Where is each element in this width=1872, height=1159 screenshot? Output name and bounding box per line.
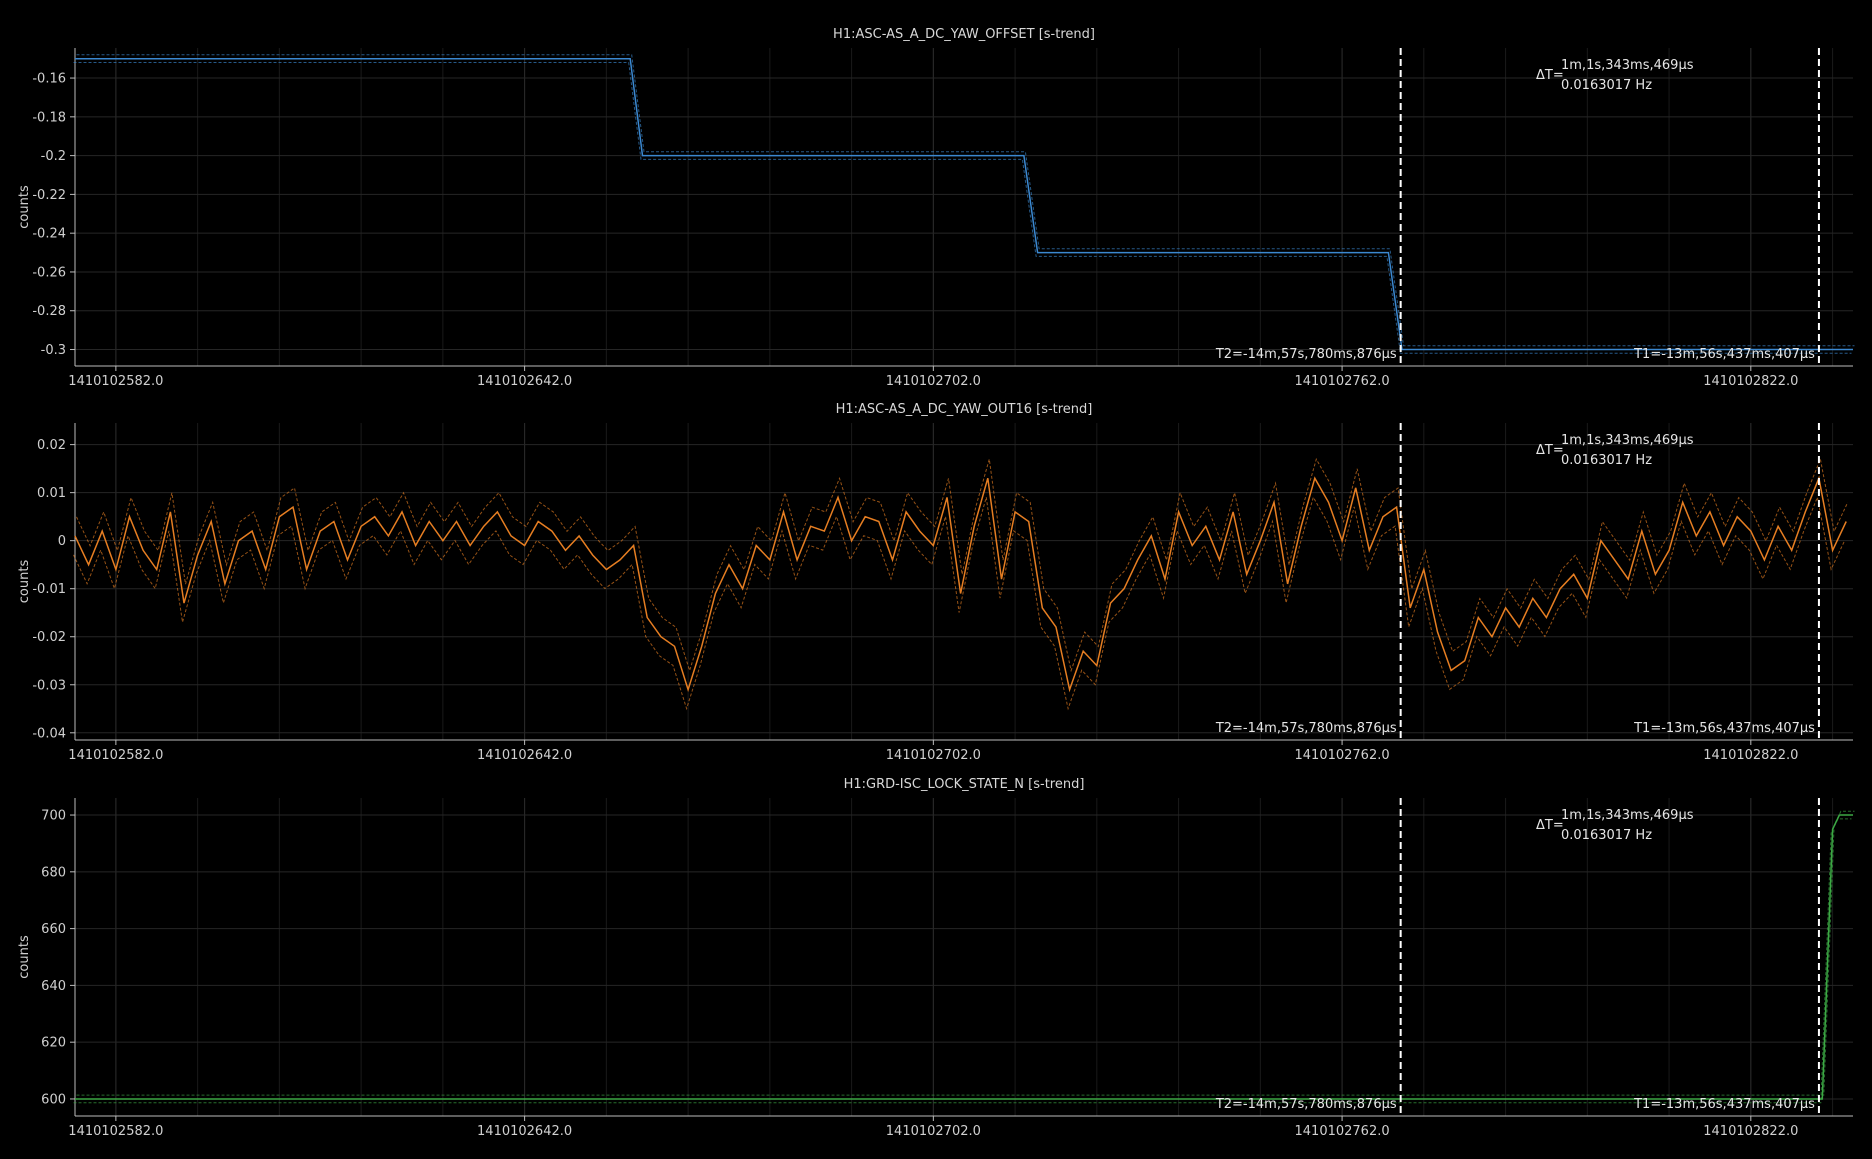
plot-title: H1:GRD-ISC_LOCK_STATE_N [s-trend] xyxy=(844,777,1085,792)
x-tick-label: 1410102642.0 xyxy=(477,374,572,389)
delta-t-prefix: ΔT= xyxy=(1536,818,1564,833)
series-mean-line xyxy=(74,475,1847,693)
x-tick-label: 1410102702.0 xyxy=(886,374,981,389)
plot-panel-1: H1:ASC-AS_A_DC_YAW_OFFSET [s-trend] -0.16… xyxy=(17,27,1855,389)
cursor-t2-label: T2=-14m,57s,780ms,876µs xyxy=(1215,347,1397,362)
delta-t-value: 1m,1s,343ms,469µs xyxy=(1561,58,1694,73)
x-tick-label: 1410102642.0 xyxy=(477,748,572,763)
cursor-t2-label: T2=-14m,57s,780ms,876µs xyxy=(1215,721,1397,736)
cursor-t1-label: T1=-13m,56s,437ms,407µs xyxy=(1633,721,1815,736)
y-tick-label: -0.04 xyxy=(32,726,66,741)
y-tick-label: 0.01 xyxy=(37,486,66,501)
series-mean-line xyxy=(75,814,1853,1100)
plot-title: H1:ASC-AS_A_DC_YAW_OUT16 [s-trend] xyxy=(836,402,1093,417)
delta-frequency-value: 0.0163017 Hz xyxy=(1561,78,1652,93)
y-tick-label: -0.2 xyxy=(41,149,66,164)
x-tick-label: 1410102582.0 xyxy=(68,1124,163,1139)
y-tick-label: 660 xyxy=(41,922,66,937)
y-tick-label: -0.26 xyxy=(32,265,66,280)
series-max-envelope xyxy=(76,457,1849,673)
series-min-envelope xyxy=(73,495,1846,711)
x-tick-label: 1410102762.0 xyxy=(1295,1124,1390,1139)
y-axis-label: counts xyxy=(17,935,32,979)
series-max-envelope xyxy=(76,54,1855,347)
y-tick-label: 0.02 xyxy=(37,438,66,453)
y-tick-label: 600 xyxy=(41,1092,66,1107)
x-tick-label: 1410102582.0 xyxy=(68,748,163,763)
cursor-t1-label: T1=-13m,56s,437ms,407µs xyxy=(1633,1097,1815,1112)
y-tick-label: -0.18 xyxy=(32,110,66,125)
delta-t-value: 1m,1s,343ms,469µs xyxy=(1561,433,1694,448)
x-tick-label: 1410102762.0 xyxy=(1295,374,1390,389)
plot-panel-3: H1:GRD-ISC_LOCK_STATE_N [s-trend] 700 680 6… xyxy=(17,777,1855,1139)
delta-frequency-value: 0.0163017 Hz xyxy=(1561,828,1652,843)
x-tick-label: 1410102702.0 xyxy=(886,748,981,763)
cursor-t2-label: T2=-14m,57s,780ms,876µs xyxy=(1215,1097,1397,1112)
cursor-t1-label: T1=-13m,56s,437ms,407µs xyxy=(1633,347,1815,362)
series-min-envelope xyxy=(73,62,1852,354)
x-tick-label: 1410102702.0 xyxy=(886,1124,981,1139)
x-tick-label: 1410102822.0 xyxy=(1703,1124,1798,1139)
y-axis-label: counts xyxy=(17,560,32,604)
x-tick-label: 1410102762.0 xyxy=(1295,748,1390,763)
y-tick-label: -0.24 xyxy=(32,227,66,242)
series-mean-line xyxy=(75,57,1853,351)
delta-t-prefix: ΔT= xyxy=(1536,68,1564,83)
y-tick-label: -0.28 xyxy=(32,304,66,319)
y-tick-label: 700 xyxy=(41,809,66,824)
series-min-envelope xyxy=(73,818,1852,1104)
x-tick-label: 1410102822.0 xyxy=(1703,374,1798,389)
y-tick-label: -0.22 xyxy=(32,188,66,203)
delta-t-prefix: ΔT= xyxy=(1536,443,1564,458)
y-tick-label: 620 xyxy=(41,1036,66,1051)
y-tick-label: 680 xyxy=(41,865,66,880)
y-tick-label: -0.3 xyxy=(41,343,66,358)
y-tick-label: -0.16 xyxy=(32,72,66,87)
y-axis-label: counts xyxy=(17,185,32,229)
y-tick-label: -0.03 xyxy=(32,678,66,693)
y-tick-label: -0.02 xyxy=(32,630,66,645)
y-tick-label: 0 xyxy=(58,534,66,549)
y-tick-label: 640 xyxy=(41,979,66,994)
x-tick-label: 1410102582.0 xyxy=(68,374,163,389)
plot-title: H1:ASC-AS_A_DC_YAW_OFFSET [s-trend] xyxy=(833,27,1095,42)
plot-panel-2: H1:ASC-AS_A_DC_YAW_OUT16 [s-trend] 0.02 0.… xyxy=(17,402,1853,763)
delta-frequency-value: 0.0163017 Hz xyxy=(1561,453,1652,468)
x-tick-label: 1410102642.0 xyxy=(477,1124,572,1139)
x-tick-label: 1410102822.0 xyxy=(1703,748,1798,763)
y-tick-label: -0.01 xyxy=(32,582,66,597)
delta-t-value: 1m,1s,343ms,469µs xyxy=(1561,808,1694,823)
